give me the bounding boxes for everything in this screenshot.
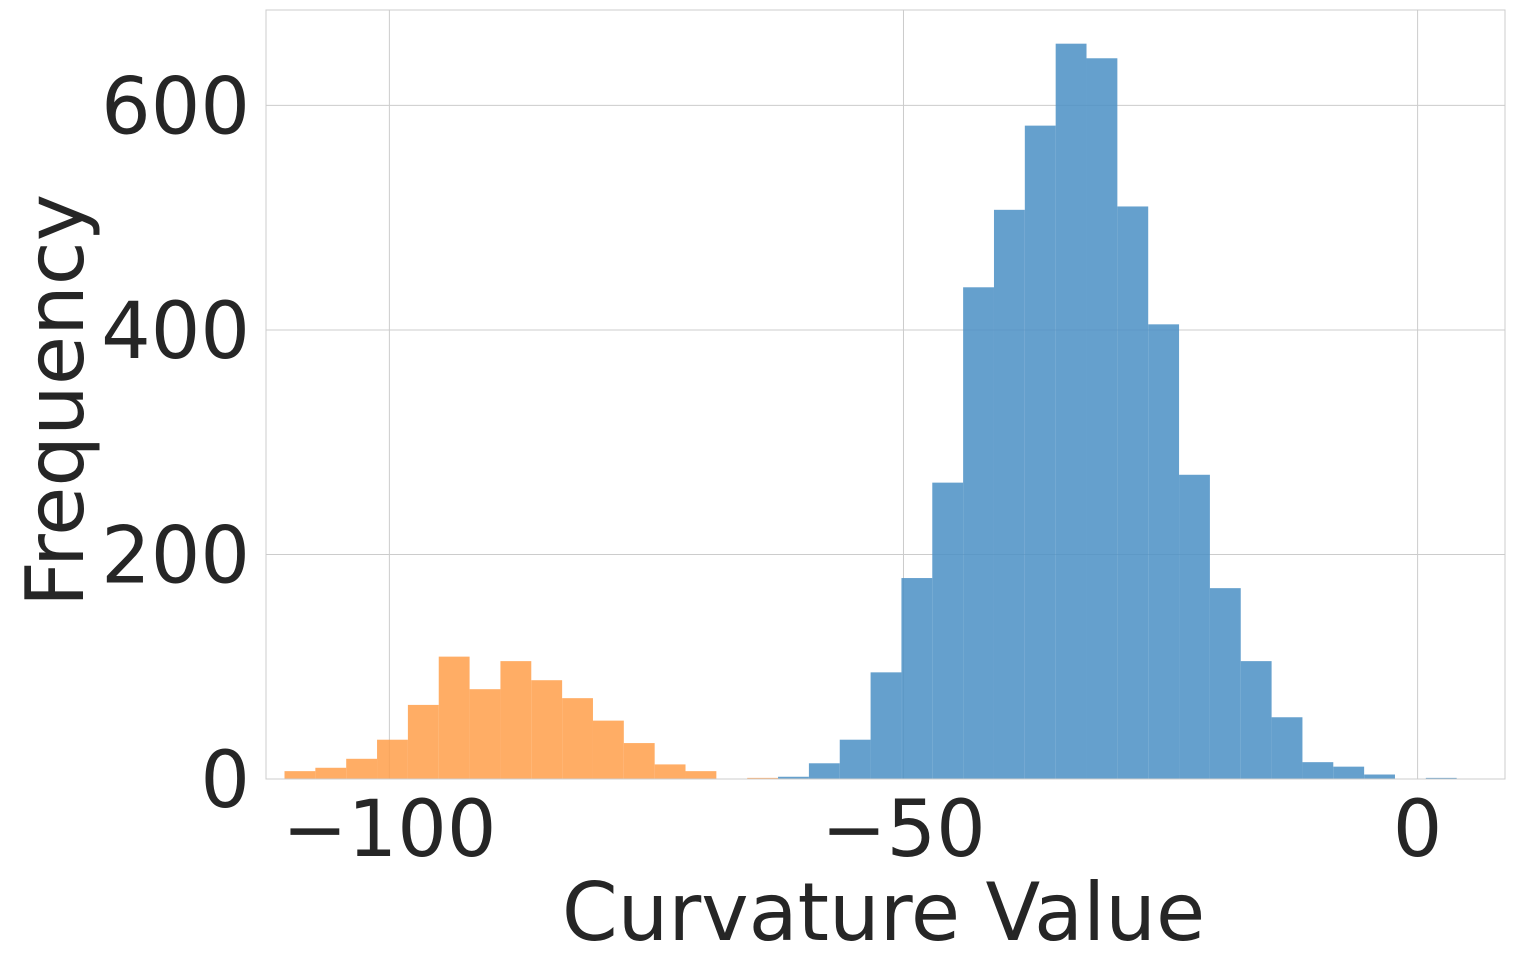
histogram-bar	[778, 776, 809, 779]
y-tick-label: 400	[101, 287, 250, 377]
histogram-bar	[808, 763, 840, 779]
x-axis-title: Curvature Value	[562, 866, 1205, 959]
histogram-bar	[1425, 777, 1457, 779]
histogram-bar	[839, 739, 871, 779]
histogram-bar	[870, 672, 902, 779]
plot-frame	[265, 9, 1506, 780]
histogram-bar	[1333, 766, 1365, 779]
histogram-bar	[1148, 324, 1180, 779]
histogram-bar	[346, 758, 378, 779]
histogram-bar	[901, 578, 933, 779]
histogram-bars	[284, 43, 1457, 780]
x-tick-label: 0	[1393, 785, 1443, 875]
histogram-bar	[1179, 474, 1210, 779]
y-tick-label: 200	[101, 511, 250, 601]
y-tick-labels: 0 200 400 600	[101, 62, 250, 826]
histogram-bar	[1364, 774, 1395, 779]
histogram-bar	[562, 698, 593, 779]
histogram-bar	[438, 656, 470, 779]
x-tick-label: −100	[282, 785, 496, 875]
histogram-bar	[315, 767, 347, 779]
histogram-bar	[469, 689, 501, 779]
histogram-bar	[932, 482, 964, 779]
histogram-bar	[747, 777, 779, 779]
histogram-bar	[654, 764, 686, 779]
y-tick-label: 600	[101, 62, 250, 152]
histogram-bar	[1086, 58, 1118, 779]
histogram-bar	[407, 704, 439, 779]
histogram-bar	[500, 661, 532, 779]
histogram-bar	[1055, 43, 1087, 779]
y-axis-title: Frequency	[9, 194, 102, 607]
histogram-bar	[284, 771, 316, 779]
histogram-bar	[1240, 661, 1272, 779]
histogram-bar	[963, 287, 994, 779]
histogram-bar	[1271, 717, 1303, 779]
histogram-bar	[993, 209, 1025, 779]
y-tick-label: 0	[200, 736, 250, 826]
histogram-bar	[1302, 762, 1334, 779]
histogram-bar	[592, 720, 624, 779]
x-tick-label: −50	[821, 785, 986, 875]
histogram-bar	[623, 743, 655, 779]
histogram-bar	[1209, 588, 1241, 779]
histogram-bar	[377, 739, 408, 779]
histogram-bar	[531, 680, 563, 779]
histogram-bar	[1024, 125, 1056, 779]
histogram-bar	[1117, 206, 1149, 780]
histogram-bar	[685, 771, 717, 779]
x-tick-labels: −100 −50 0	[282, 785, 1442, 875]
